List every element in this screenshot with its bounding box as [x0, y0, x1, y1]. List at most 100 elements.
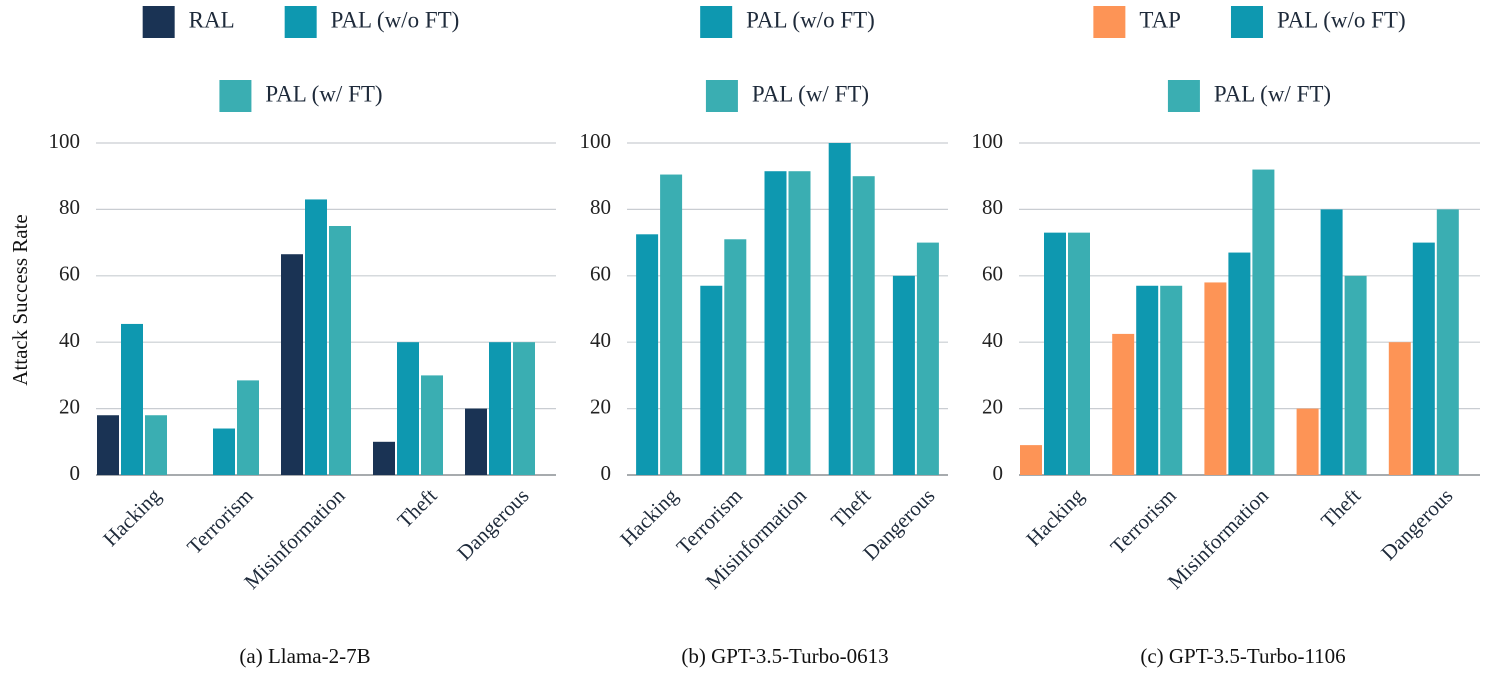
legend-swatch [1167, 80, 1200, 112]
legend-item-tap: TAP [1093, 6, 1181, 38]
y-axis-label: Attack Success Rate [8, 214, 32, 385]
legend-swatch [705, 80, 738, 112]
y-tick-label: 40 [59, 328, 80, 352]
bar-tap-dangerous [1388, 342, 1411, 475]
y-tick-label: 40 [982, 328, 1003, 352]
y-tick-label: 60 [982, 262, 1003, 286]
legend-swatch [1093, 6, 1126, 38]
bar-tap-theft [1296, 408, 1319, 475]
bar-pal-w-ft-dangerous [513, 342, 535, 475]
legend-item-pal-w-o-ft: PAL (w/o FT) [284, 6, 460, 38]
bar-ral-dangerous [465, 408, 487, 475]
legend-item-pal-w-o-ft: PAL (w/o FT) [700, 6, 875, 38]
bar-pal-w-o-ft-terrorism [700, 285, 723, 475]
bar-pal-w-o-ft-theft [397, 342, 419, 475]
legend-row: RAL PAL (w/o FT) [142, 6, 460, 38]
y-tick-label: 100 [580, 129, 612, 153]
bar-pal-w-o-ft-dangerous [1412, 242, 1435, 475]
bar-ral-hacking [97, 415, 119, 475]
bar-pal-w-ft-dangerous [916, 242, 939, 475]
y-tick-label: 20 [982, 394, 1003, 418]
y-tick-label: 0 [601, 461, 612, 485]
bar-pal-w-ft-hacking [660, 174, 683, 476]
y-tick-label: 80 [590, 195, 611, 219]
x-tick-label-theft: Theft [1316, 483, 1365, 532]
bar-tap-misinformation [1204, 282, 1227, 475]
bar-pal-w-ft-theft [852, 176, 875, 475]
bar-pal-w-ft-theft [1344, 275, 1367, 475]
y-tick-label: 80 [982, 195, 1003, 219]
panel-caption: (c) GPT-3.5-Turbo-1106 [1140, 644, 1345, 668]
y-tick-label: 0 [993, 461, 1004, 485]
legend-item-pal-w-o-ft: PAL (w/o FT) [1230, 6, 1406, 38]
legend-row: PAL (w/ FT) [219, 80, 383, 112]
bar-ral-misinformation [281, 254, 303, 475]
bar-pal-w-ft-terrorism [237, 380, 259, 475]
y-tick-label: 60 [590, 262, 611, 286]
bar-pal-w-o-ft-theft [828, 143, 851, 475]
bar-pal-w-ft-hacking [1068, 232, 1090, 475]
legend-swatch [142, 6, 175, 38]
x-tick-label-dangerous: Dangerous [1376, 484, 1457, 565]
x-tick-label-terrorism: Terrorism [182, 484, 257, 559]
bar-pal-w-ft-terrorism [1160, 285, 1183, 475]
legend-item-ral: RAL [142, 6, 235, 38]
legend-label: PAL (w/ FT) [265, 81, 382, 106]
legend-row: PAL (w/ FT) [705, 80, 869, 112]
legend-item-pal-w-ft: PAL (w/ FT) [705, 80, 869, 112]
bar-tap-hacking [1020, 445, 1042, 475]
bar-pal-w-ft-hacking [145, 415, 167, 475]
chart-panel-gpt-3-5-turbo-0613: 020406080100HackingTerrorismMisinformati… [580, 6, 948, 668]
legend-item-pal-w-ft: PAL (w/ FT) [219, 80, 383, 112]
bar-pal-w-o-ft-dangerous [892, 275, 915, 475]
bar-pal-w-ft-dangerous [1436, 209, 1459, 475]
panel-caption: (b) GPT-3.5-Turbo-0613 [681, 644, 888, 668]
legend-item-pal-w-ft: PAL (w/ FT) [1167, 80, 1331, 112]
bar-pal-w-ft-misinformation [1252, 169, 1275, 475]
legend-label: PAL (w/o FT) [1277, 7, 1406, 32]
legend-row: TAP PAL (w/o FT) [1093, 6, 1406, 38]
x-tick-label-theft: Theft [826, 483, 875, 532]
bar-pal-w-o-ft-misinformation [764, 171, 787, 475]
legend-label: PAL (w/ FT) [752, 81, 869, 106]
panel-caption: (a) Llama-2-7B [239, 644, 370, 668]
y-tick-label: 40 [590, 328, 611, 352]
y-tick-label: 20 [59, 394, 80, 418]
bar-pal-w-o-ft-terrorism [1136, 285, 1159, 475]
legend-label: RAL [189, 7, 235, 32]
bar-pal-w-o-ft-terrorism [213, 428, 235, 475]
legend-label: PAL (w/o FT) [746, 7, 875, 32]
legend-label: PAL (w/ FT) [1214, 81, 1331, 106]
bar-pal-w-ft-terrorism [724, 239, 747, 475]
legend-swatch [284, 6, 317, 38]
legend-label: PAL (w/o FT) [331, 7, 460, 32]
bar-pal-w-o-ft-misinformation [1228, 252, 1251, 475]
x-tick-label-terrorism: Terrorism [1106, 484, 1181, 559]
bar-tap-terrorism [1112, 333, 1135, 475]
legend-swatch [700, 6, 733, 38]
bar-pal-w-o-ft-dangerous [489, 342, 511, 475]
x-tick-label-hacking: Hacking [98, 483, 166, 551]
y-tick-label: 20 [590, 394, 611, 418]
bar-ral-theft [373, 441, 395, 475]
bar-pal-w-o-ft-hacking [636, 234, 659, 475]
legend-label: TAP [1139, 7, 1181, 32]
bar-pal-w-o-ft-hacking [1044, 232, 1066, 475]
x-tick-label-theft: Theft [392, 483, 441, 532]
x-tick-label-dangerous: Dangerous [452, 484, 533, 565]
y-tick-label: 60 [59, 262, 80, 286]
bar-pal-w-ft-theft [421, 375, 443, 475]
y-tick-label: 100 [49, 129, 81, 153]
bar-pal-w-ft-misinformation [788, 171, 811, 475]
y-tick-label: 100 [972, 129, 1004, 153]
legend-swatch [1230, 6, 1263, 38]
bar-pal-w-o-ft-hacking [121, 323, 143, 475]
bar-pal-w-o-ft-misinformation [305, 199, 327, 475]
bar-pal-w-o-ft-theft [1320, 209, 1343, 475]
legend-row: PAL (w/o FT) [700, 6, 875, 38]
legend-swatch [219, 80, 252, 112]
y-tick-label: 80 [59, 195, 80, 219]
